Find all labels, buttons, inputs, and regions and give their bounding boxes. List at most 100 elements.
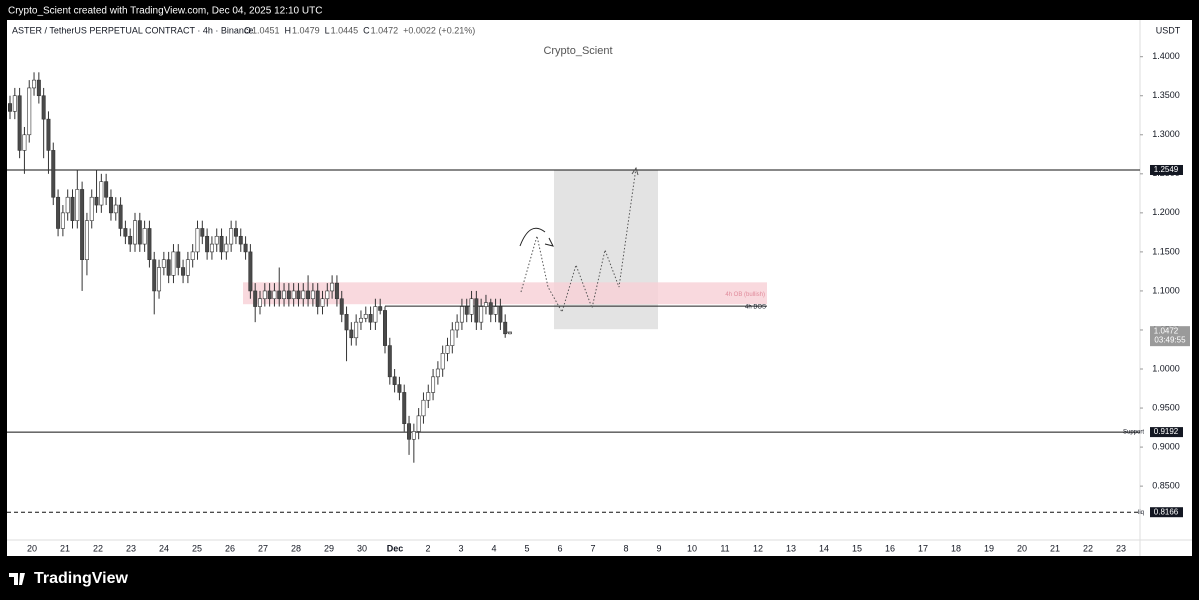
candle-body: [99, 181, 104, 206]
candle-body: [416, 415, 421, 432]
candle-body: [94, 196, 99, 206]
candle-body: [358, 317, 363, 323]
x-tick-label: 30: [357, 543, 367, 553]
candle-body: [407, 423, 412, 440]
candle-body: [46, 118, 51, 151]
level-name: liq: [1138, 510, 1144, 516]
candle-body: [493, 306, 498, 315]
candle-body: [32, 79, 37, 89]
candle-body: [459, 306, 464, 323]
ohlc-value: 1.0472: [371, 25, 399, 35]
y-tick-label: 1.0000: [1152, 363, 1180, 373]
candle-body: [469, 298, 474, 315]
candle-body: [27, 87, 32, 136]
candle-body: [238, 235, 243, 245]
x-tick-label: 15: [852, 543, 862, 553]
candle-body: [402, 392, 407, 424]
candle-body: [286, 290, 291, 300]
candle-body: [450, 329, 455, 346]
candle-body: [142, 228, 147, 245]
countdown: 03:49:55: [1154, 335, 1186, 344]
candle-body: [455, 321, 460, 331]
candle-body: [229, 228, 234, 245]
ohlc-value: 1.0451: [252, 25, 280, 35]
y-tick-label: 0.8500: [1152, 481, 1180, 491]
x-tick-label: 24: [159, 543, 169, 553]
candle-body: [157, 267, 162, 292]
candle-body: [60, 212, 65, 229]
x-tick-label: 23: [126, 543, 136, 553]
candle-body: [36, 79, 41, 97]
y-tick-label: 1.3000: [1152, 129, 1180, 139]
x-tick-label: 17: [918, 543, 928, 553]
candle-body: [195, 228, 200, 253]
candle-body: [41, 95, 46, 120]
candle-body: [334, 282, 339, 300]
current-price-label: 1.0472: [1154, 326, 1179, 335]
candle-body: [426, 392, 431, 401]
candle-body: [349, 329, 354, 339]
ohlc-key: O: [244, 25, 251, 35]
projection-box: [554, 169, 658, 330]
x-tick-label: 10: [687, 543, 697, 553]
x-tick-label: 23: [1116, 543, 1126, 553]
candle-body: [166, 259, 171, 276]
ohlc-value: 1.0445: [331, 25, 359, 35]
zone-label: 4h OB (bullish): [725, 292, 765, 298]
candle-body: [200, 228, 205, 237]
candle-body: [118, 204, 123, 229]
level-label: 0.8166: [1154, 507, 1179, 516]
candle-body: [243, 243, 248, 253]
x-tick-label: 3: [458, 543, 463, 553]
y-tick-label: 1.1000: [1152, 285, 1180, 295]
candle-body: [363, 314, 368, 319]
candle-body: [133, 220, 137, 245]
x-tick-label: Dec: [387, 543, 404, 553]
ohlc-key: L: [325, 25, 330, 35]
candle-body: [354, 321, 359, 339]
x-tick-label: 4: [491, 543, 496, 553]
y-tick-label: 1.3500: [1152, 90, 1180, 100]
candle-body: [161, 259, 166, 268]
brand: TradingView: [34, 570, 129, 587]
currency: USDT: [1156, 25, 1181, 35]
level-tag: [1150, 507, 1183, 518]
candle-body: [301, 290, 306, 300]
ohlc-key: H: [285, 25, 292, 35]
candle-body: [296, 290, 301, 300]
ohlc-key: C: [363, 25, 370, 35]
candle-body: [464, 306, 469, 315]
y-tick-label: 1.1500: [1152, 246, 1180, 256]
candle-body: [411, 431, 416, 440]
candle-body: [89, 196, 94, 221]
x-tick-label: 21: [60, 543, 70, 553]
candle-body: [113, 204, 118, 214]
candle-body: [320, 298, 325, 307]
candle-body: [233, 228, 238, 237]
candle-body: [440, 353, 445, 370]
candle-body: [498, 306, 503, 323]
candle-body: [378, 306, 383, 311]
candle-body: [214, 235, 219, 245]
candle-body: [282, 290, 287, 300]
candle-body: [70, 196, 75, 221]
y-tick-label: 0.9500: [1152, 402, 1180, 412]
price-tag: [1150, 326, 1190, 347]
ob-zone: [243, 282, 767, 305]
candle-body: [171, 251, 176, 276]
candle-body: [147, 228, 152, 260]
x-tick-label: 29: [324, 543, 334, 553]
x-tick-label: 11: [720, 543, 729, 553]
symbol: ASTER / TetherUS PERPETUAL CONTRACT · 4h…: [12, 25, 253, 35]
x-tick-label: 25: [192, 543, 202, 553]
candle-body: [397, 384, 402, 393]
candle-body: [383, 310, 387, 346]
curve-arrow: [519, 227, 546, 247]
level-tag: [1150, 427, 1183, 438]
candle-body: [277, 290, 282, 300]
candle-body: [310, 290, 315, 300]
y-tick-label: 1.2000: [1152, 207, 1180, 217]
candle-body: [330, 282, 335, 292]
x-tick-label: 13: [786, 543, 796, 553]
